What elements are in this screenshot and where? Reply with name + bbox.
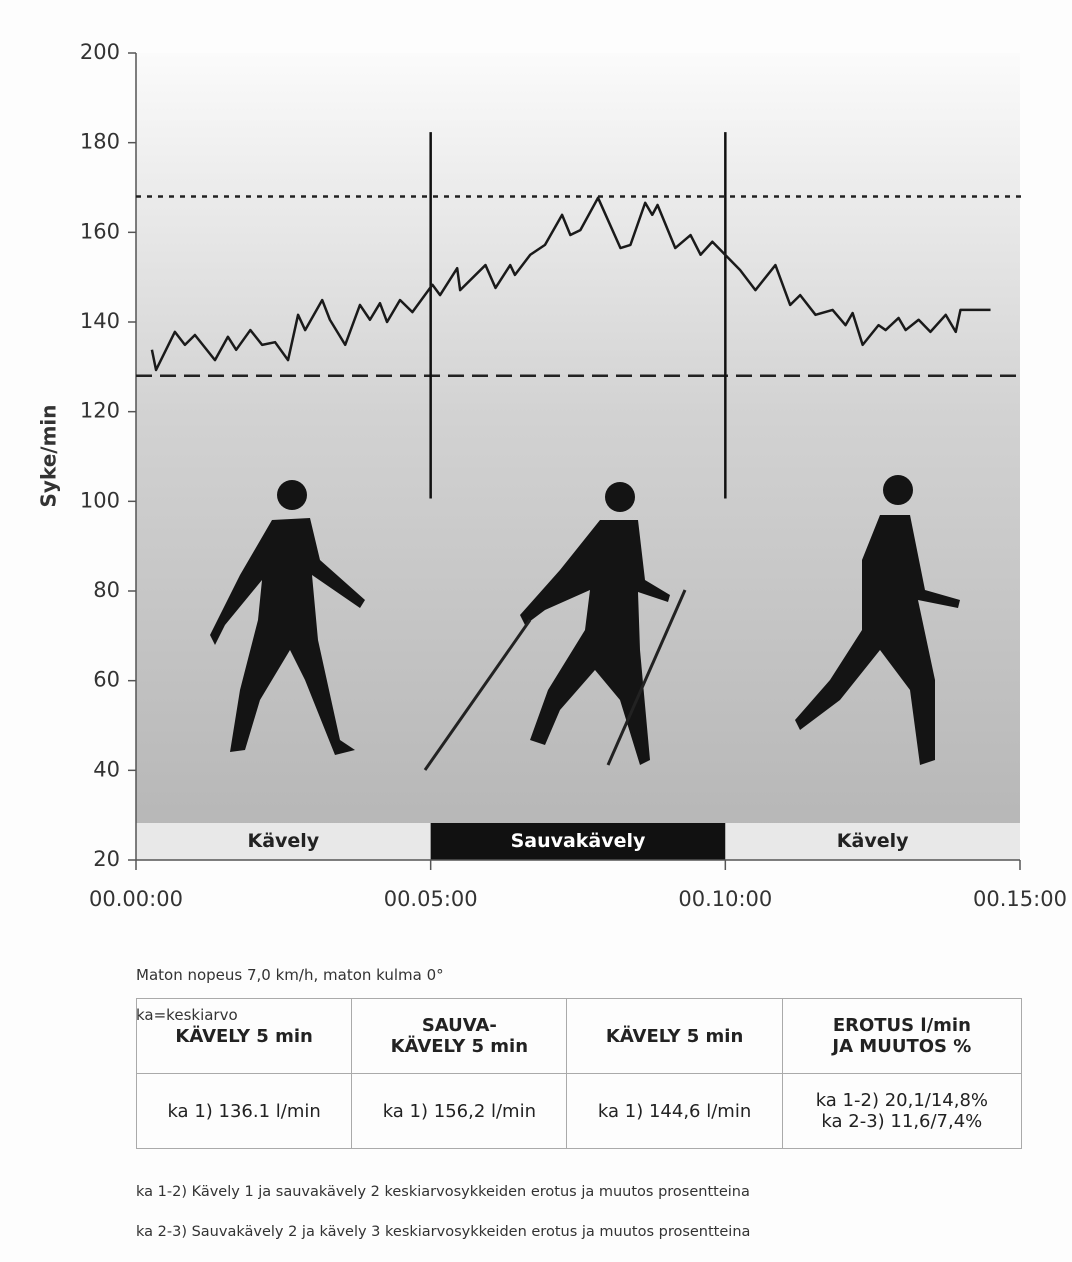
- phase-label: Sauvakävely: [511, 830, 646, 852]
- table-cell: ka 1-2) 20,1/14,8% ka 2-3) 11,6/7,4%: [782, 1074, 1021, 1149]
- chart: Syke/min Kävely Sauvakävely Kävely 20 40 60 80…: [0, 0, 1072, 935]
- page: {"chart_data": {"type": "line", "y_label…: [0, 0, 1072, 1229]
- y-tick-label: 60: [93, 668, 120, 692]
- note: Maton nopeus 7,0 km/h, maton kulma 0°: [136, 965, 444, 985]
- x-tick-label: 00.05:00: [384, 887, 478, 911]
- phase-label: Kävely: [247, 830, 319, 852]
- plot-background: [136, 53, 1020, 860]
- footnote: ka 1-2) Kävely 1 ja sauvakävely 2 keskia…: [136, 1182, 750, 1202]
- table-cell: ka 1) 144,6 l/min: [567, 1074, 782, 1149]
- footnote: ka 2-3) Sauvakävely 2 ja kävely 3 keskia…: [136, 1222, 750, 1242]
- y-tick-label: 140: [80, 309, 120, 333]
- x-tick-label: 00.00:00: [89, 887, 183, 911]
- y-tick-label: 200: [80, 40, 120, 64]
- y-tick-label: 100: [80, 488, 120, 512]
- x-tick-label: 00.15:00: [973, 887, 1067, 911]
- table-header: SAUVA- KÄVELY 5 min: [352, 999, 567, 1074]
- table-cell: ka 1) 156,2 l/min: [352, 1074, 567, 1149]
- y-tick-label: 160: [80, 219, 120, 243]
- y-tick-label: 40: [93, 757, 120, 781]
- footnotes: ka 1-2) Kävely 1 ja sauvakävely 2 keskia…: [136, 1162, 750, 1262]
- table-cell: ka 1) 136.1 l/min: [137, 1074, 352, 1149]
- y-tick-label: 120: [80, 399, 120, 423]
- x-tick-label: 00.10:00: [678, 887, 772, 911]
- summary-table: KÄVELY 5 min SAUVA- KÄVELY 5 min KÄVELY …: [136, 998, 1022, 1149]
- y-tick-label: 20: [93, 847, 120, 871]
- phase-label: Kävely: [837, 830, 909, 852]
- table-header: EROTUS l/min JA MUUTOS %: [782, 999, 1021, 1074]
- table-header: KÄVELY 5 min: [567, 999, 782, 1074]
- y-axis-title: Syke/min: [37, 404, 61, 507]
- y-tick-label: 180: [80, 130, 120, 154]
- table-header: KÄVELY 5 min: [137, 999, 352, 1074]
- y-tick-label: 80: [93, 578, 120, 602]
